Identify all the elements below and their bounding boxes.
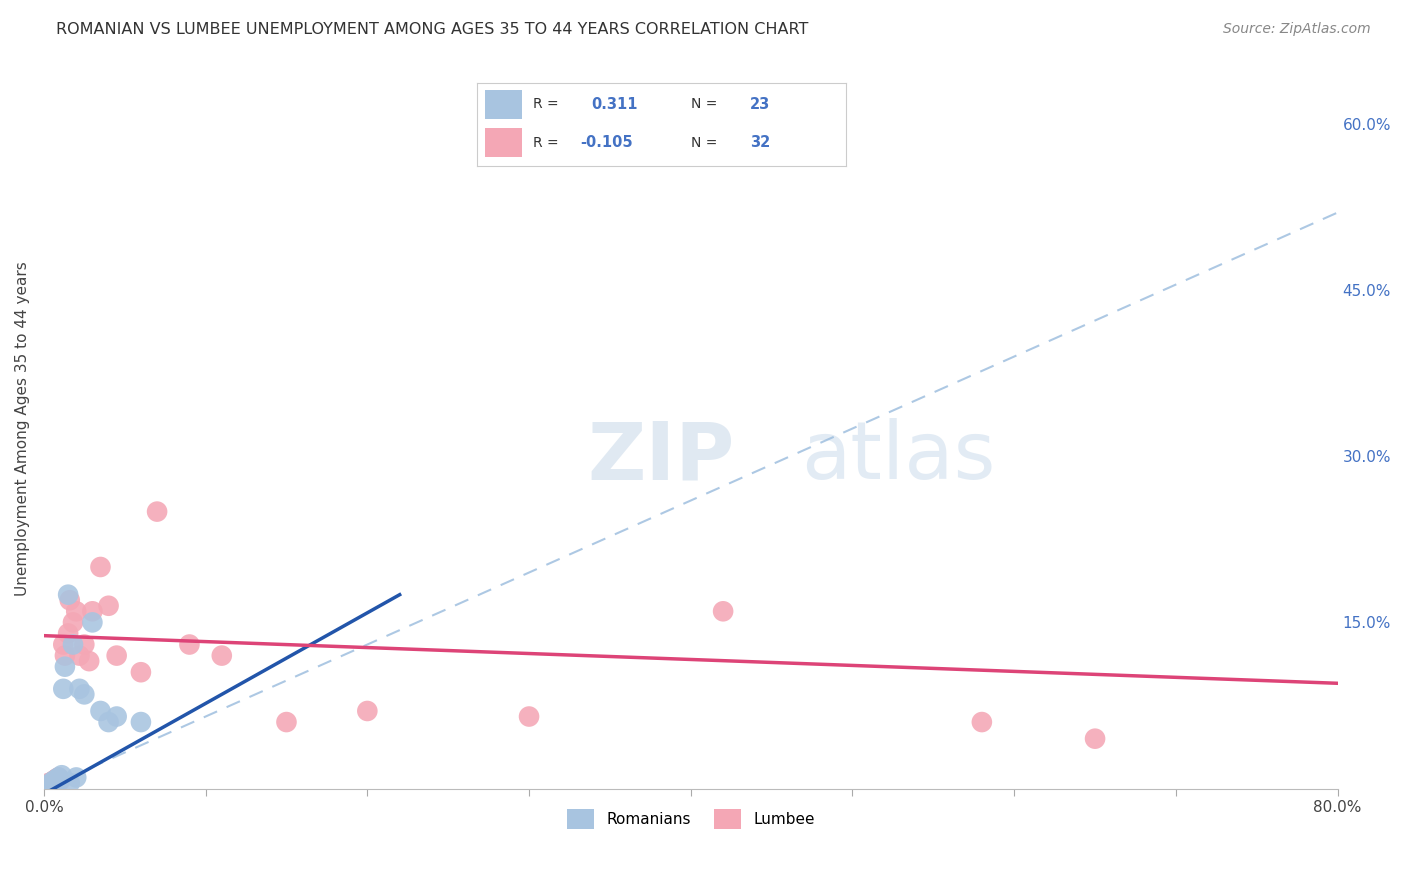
Point [59,593,82,607]
Point [52,681,75,696]
Y-axis label: Unemployment Among Ages 35 to 44 years: Unemployment Among Ages 35 to 44 years [15,261,30,596]
Point [97,599,120,613]
Point [517,709,540,723]
Point [82,604,104,618]
Point [711,604,734,618]
Point [48,771,70,785]
Point [69,681,91,696]
Point [62,638,84,652]
Point [42,776,65,790]
Point [77,654,100,668]
Point [44,772,66,787]
Point [37,778,59,792]
Legend: Romanians, Lumbee: Romanians, Lumbee [561,803,821,835]
Point [41,775,63,789]
Text: ZIP: ZIP [588,418,734,496]
Point [356,704,378,718]
Point [276,714,298,729]
Point [51,768,73,782]
Point [105,648,128,663]
Text: atlas: atlas [801,418,995,496]
Point [45,772,67,786]
Point [53,648,76,663]
Point [97,714,120,729]
Point [49,773,72,788]
Point [970,714,993,729]
Point [82,615,104,630]
Text: ROMANIAN VS LUMBEE UNEMPLOYMENT AMONG AGES 35 TO 44 YEARS CORRELATION CHART: ROMANIAN VS LUMBEE UNEMPLOYMENT AMONG AG… [56,22,808,37]
Point [146,505,169,519]
Point [56,588,79,602]
Point [65,771,87,785]
Text: Source: ZipAtlas.com: Source: ZipAtlas.com [1223,22,1371,37]
Point [89,704,111,718]
Point [53,659,76,673]
Point [62,615,84,630]
Point [38,778,60,792]
Point [49,772,72,787]
Point [69,648,91,663]
Point [52,638,75,652]
Point [179,638,201,652]
Point [56,626,79,640]
Point [42,773,65,788]
Point [38,776,60,790]
Point [39,777,62,791]
Point [129,665,152,680]
Point [39,777,62,791]
Point [65,604,87,618]
Point [59,776,82,790]
Point [73,687,96,701]
Point [48,771,70,785]
Point [211,648,233,663]
Point [37,780,59,794]
Point [129,714,152,729]
Point [45,773,67,788]
Point [1084,731,1107,746]
Point [44,772,66,787]
Point [73,638,96,652]
Point [105,709,128,723]
Point [41,775,63,789]
Point [89,560,111,574]
